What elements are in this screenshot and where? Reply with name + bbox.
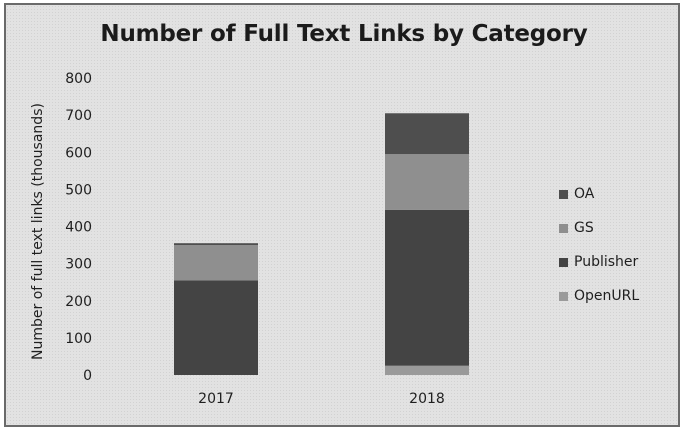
x-axis: 2017 2018 — [198, 391, 445, 407]
legend-label: OpenURL — [574, 288, 640, 304]
legend-swatch — [559, 223, 568, 233]
bar-publisher-2018 — [385, 209, 469, 366]
legend-item: GS — [559, 211, 639, 245]
y-tick-label: 800 — [65, 71, 92, 87]
y-tick-label: 100 — [65, 331, 92, 347]
legend-item: OA — [559, 177, 639, 211]
y-tick-label: 500 — [65, 182, 92, 198]
bar-oa-2017 — [174, 243, 258, 246]
y-tick-label: 300 — [65, 257, 92, 273]
legend-item: Publisher — [559, 245, 639, 279]
chart-plot-area: 0 100 200 300 400 500 600 700 800 2017 2018 Numbe… — [30, 71, 469, 407]
legend-label: GS — [574, 220, 594, 236]
bars — [174, 113, 469, 375]
y-tick-label: 700 — [65, 108, 92, 124]
legend-label: Publisher — [574, 254, 639, 270]
chart-title: Number of Full Text Links by Category — [100, 21, 588, 47]
bar-gs-2018 — [385, 154, 469, 210]
y-axis: 0 100 200 300 400 500 600 700 800 — [65, 71, 92, 384]
y-axis-title: Number of full text links (thousands) — [30, 103, 46, 360]
legend-label: OA — [574, 186, 595, 202]
x-tick-label: 2017 — [198, 391, 234, 407]
y-tick-label: 0 — [83, 368, 92, 384]
legend-swatch — [559, 291, 568, 301]
legend-swatch — [559, 257, 568, 267]
chart-legend: OA GS Publisher OpenURL — [559, 177, 639, 313]
chart-frame: Number of Full Text Links by Category 0 1… — [4, 3, 680, 427]
bar-publisher-2017 — [174, 280, 258, 375]
legend-item: OpenURL — [559, 279, 639, 313]
y-tick-label: 200 — [65, 294, 92, 310]
bar-openurl-2018 — [385, 365, 469, 375]
x-tick-label: 2018 — [409, 391, 445, 407]
y-tick-label: 600 — [65, 145, 92, 161]
bar-gs-2017 — [174, 245, 258, 281]
legend-swatch — [559, 189, 568, 199]
y-tick-label: 400 — [65, 220, 92, 236]
bar-oa-2018 — [385, 113, 469, 155]
